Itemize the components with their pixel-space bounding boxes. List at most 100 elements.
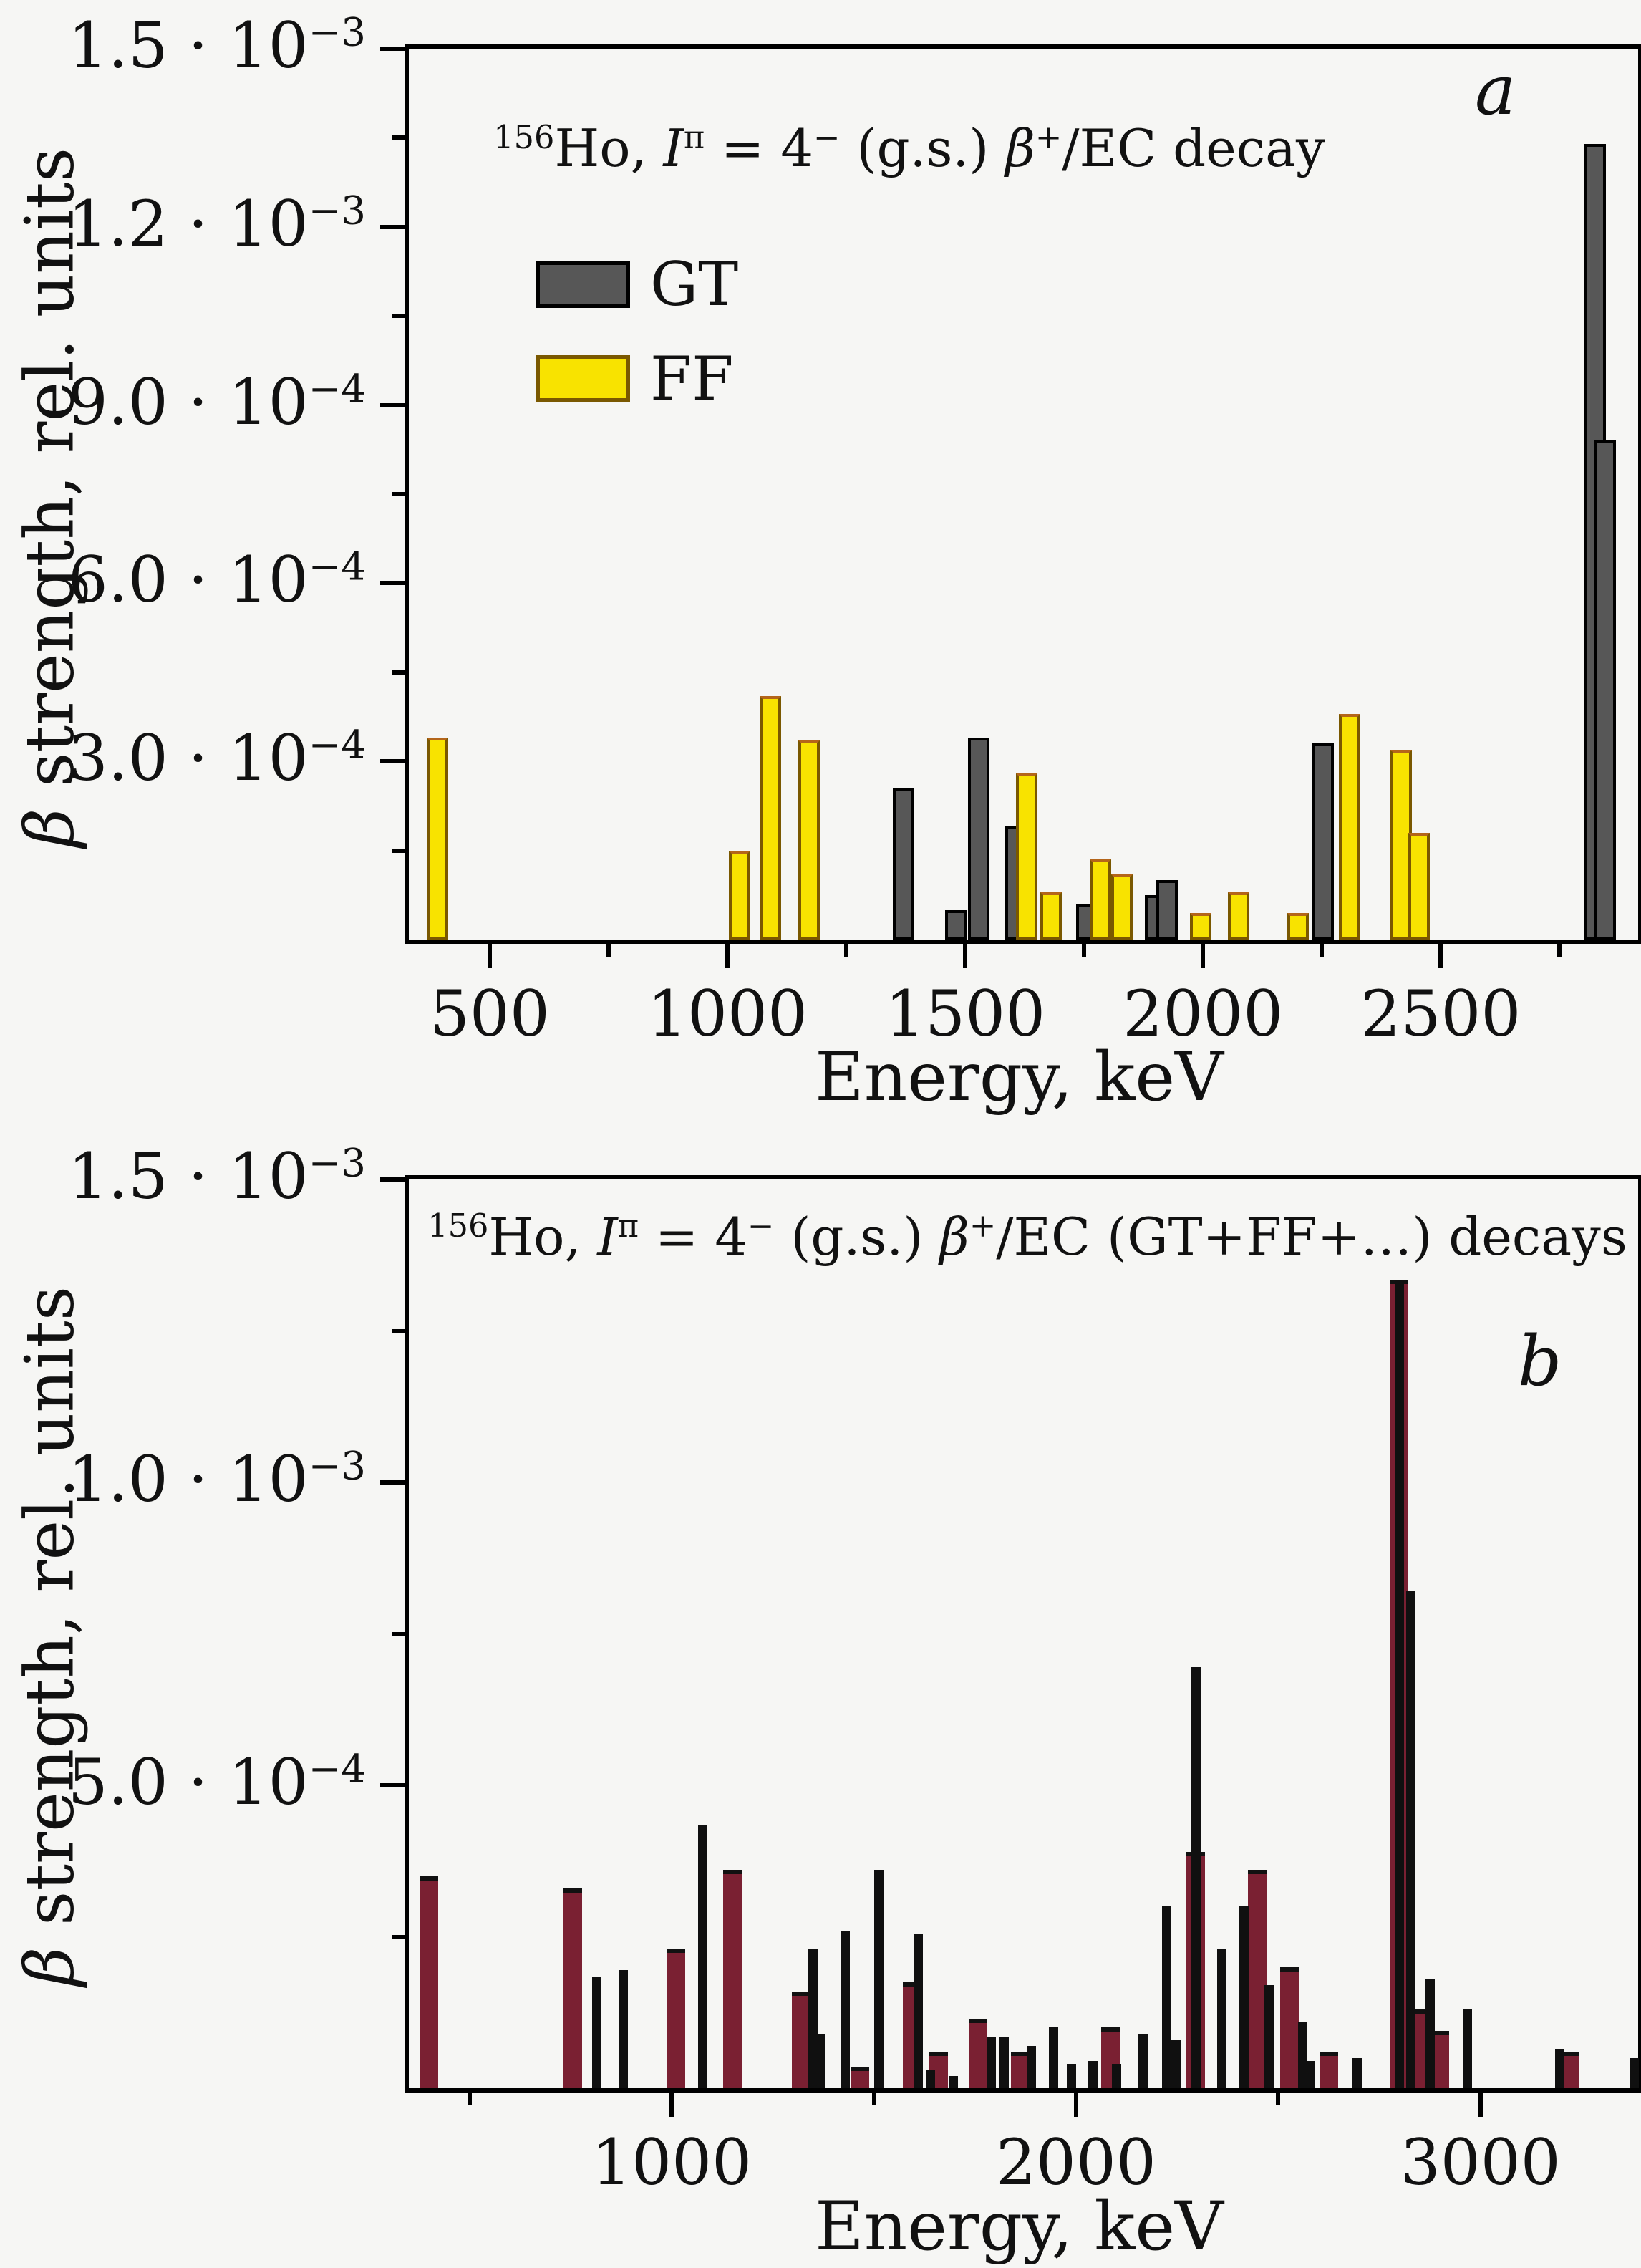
y-minor-tick — [392, 314, 409, 319]
bar-total-narrow-1610keV — [914, 1934, 924, 2088]
bar-total-narrow-1350keV — [808, 1949, 818, 2088]
y-minor-tick — [392, 670, 409, 675]
x-tick — [963, 940, 968, 968]
legend: GT FF — [536, 249, 738, 438]
bar-GT-1370keV — [892, 788, 914, 940]
y-tick — [380, 581, 409, 586]
y-tick-label: 3.0 · 10−4 — [67, 721, 366, 796]
bar-total-narrow-2360keV — [1216, 1949, 1226, 2088]
y-tick-label: 1.0 · 10−3 — [67, 1442, 366, 1516]
legend-label-ff: FF — [650, 344, 734, 414]
x-tick — [725, 940, 730, 968]
legend-label-gt: GT — [650, 249, 739, 319]
bar-FF-1785keV — [1090, 859, 1112, 940]
bar-total-narrow-1890keV — [1027, 2045, 1037, 2088]
bar-total-wide-1150keV — [722, 1870, 742, 2088]
bar-FF-1830keV — [1111, 874, 1133, 940]
y-minor-tick — [392, 1631, 409, 1636]
y-tick — [380, 1177, 409, 1182]
x-tick-label: 1500 — [885, 977, 1046, 1051]
y-minor-tick — [392, 492, 409, 496]
panel-b-plot: 1000 2000 3000 1.5 · 10−3 1.0 · 10−3 5.0 · 10… — [68, 1139, 1641, 2199]
bar-total-narrow-2827keV — [1405, 1591, 1415, 2088]
y-tick — [380, 1783, 409, 1787]
bar-total-wide-2448keV — [1247, 1870, 1267, 2088]
gt-swatch-icon — [536, 261, 630, 308]
bar-FF-1026keV — [729, 850, 751, 940]
x-tick — [1201, 940, 1206, 968]
bar-total-wide-400keV — [420, 1876, 439, 2088]
panel-a-title: 156Ho, Iπ = 4− (g.s.) β+/EC decay — [493, 118, 1325, 178]
bar-total-narrow-2165keV — [1138, 2033, 1148, 2088]
bar-total-wide-1010keV — [666, 1949, 685, 2088]
y-tick — [380, 224, 409, 229]
x-minor-tick — [871, 2088, 876, 2105]
panel-b-title: 156Ho, Iπ = 4− (g.s.) β+/EC (GT+FF+…) de… — [427, 1207, 1627, 1267]
bar-total-narrow-2968keV — [1463, 2009, 1473, 2088]
bar-FF-1090keV — [759, 695, 781, 940]
y-tick — [380, 47, 409, 51]
x-tick-label: 1000 — [591, 2125, 752, 2199]
bar-GT-2253keV — [1312, 743, 1335, 940]
y-tick — [380, 1480, 409, 1485]
bar-FF-2455keV — [1408, 832, 1431, 940]
panel-b-xlabel: Energy, keV — [815, 2188, 1224, 2266]
bar-FF-2309keV — [1339, 713, 1361, 940]
y-tick — [380, 402, 409, 407]
x-tick — [1478, 2088, 1483, 2117]
bar-total-narrow-2478keV — [1264, 1985, 1274, 2088]
bar-total-wide-2527keV — [1279, 1967, 1299, 2088]
bar-GT-1480keV — [944, 909, 967, 940]
y-minor-tick — [392, 848, 409, 853]
x-minor-tick — [1557, 940, 1562, 957]
bar-GT-2845keV — [1594, 440, 1616, 940]
bar-total-narrow-2875keV — [1425, 1979, 1435, 2088]
x-minor-tick — [1320, 940, 1325, 957]
bar-total-narrow-880keV — [618, 1970, 628, 2088]
bar-FF-1995keV — [1189, 912, 1211, 940]
bar-total-wide-2625keV — [1319, 2052, 1338, 2088]
x-tick — [487, 940, 492, 968]
bar-total-narrow-2580keV — [1306, 2060, 1315, 2088]
y-tick-label: 6.0 · 10−4 — [67, 543, 366, 617]
panel-a-xlabel: Energy, keV — [815, 1038, 1224, 1116]
bar-FF-1630keV — [1016, 773, 1038, 940]
bar-FF-1681keV — [1040, 892, 1062, 940]
x-tick-label: 1000 — [647, 977, 808, 1051]
bar-total-narrow-2799keV — [1394, 1279, 1404, 2088]
bar-total-narrow-1640keV — [926, 2070, 936, 2088]
bar-total-wide-1465keV — [850, 2067, 869, 2088]
x-tick-label: 2000 — [1123, 977, 1284, 1051]
bar-total-narrow-1513keV — [874, 1870, 884, 2088]
x-minor-tick — [606, 940, 611, 957]
bar-total-wide-1862keV — [1010, 2052, 1030, 2088]
legend-item-gt: GT — [536, 249, 738, 319]
y-minor-tick — [392, 1934, 409, 1939]
bar-total-narrow-1697keV — [949, 2076, 959, 2088]
x-minor-tick — [1276, 2088, 1281, 2105]
y-minor-tick — [392, 1328, 409, 1333]
bar-total-narrow-2041keV — [1088, 2060, 1098, 2088]
bar-FF-2075keV — [1228, 892, 1250, 940]
x-tick-label: 500 — [429, 977, 550, 1051]
x-minor-tick — [844, 940, 849, 957]
bar-total-wide-1320keV — [791, 1991, 810, 2088]
bar-total-narrow-1368keV — [815, 2033, 826, 2088]
bar-total-narrow-2695keV — [1352, 2057, 1362, 2088]
ff-swatch-icon — [536, 355, 630, 402]
bar-FF-1172keV — [798, 740, 820, 940]
x-tick — [669, 2088, 674, 2117]
bar-total-narrow-2296keV — [1191, 1667, 1201, 2088]
legend-item-ff: FF — [536, 344, 738, 414]
panel-b-label: b — [1518, 1321, 1562, 1401]
panel-b-ylabel: β strength, rel. units — [11, 1285, 89, 1987]
bar-total-narrow-1430keV — [841, 1931, 851, 2088]
bar-total-narrow-3196keV — [1554, 2049, 1564, 2088]
x-minor-tick — [1082, 940, 1087, 957]
bar-total-narrow-1945keV — [1049, 2027, 1059, 2088]
x-minor-tick — [467, 2088, 472, 2105]
bar-GT-1925keV — [1156, 880, 1178, 940]
panel-a-ylabel: β strength, rel. units — [11, 147, 89, 848]
y-minor-tick — [392, 135, 409, 140]
bar-total-narrow-1822keV — [999, 2037, 1009, 2088]
